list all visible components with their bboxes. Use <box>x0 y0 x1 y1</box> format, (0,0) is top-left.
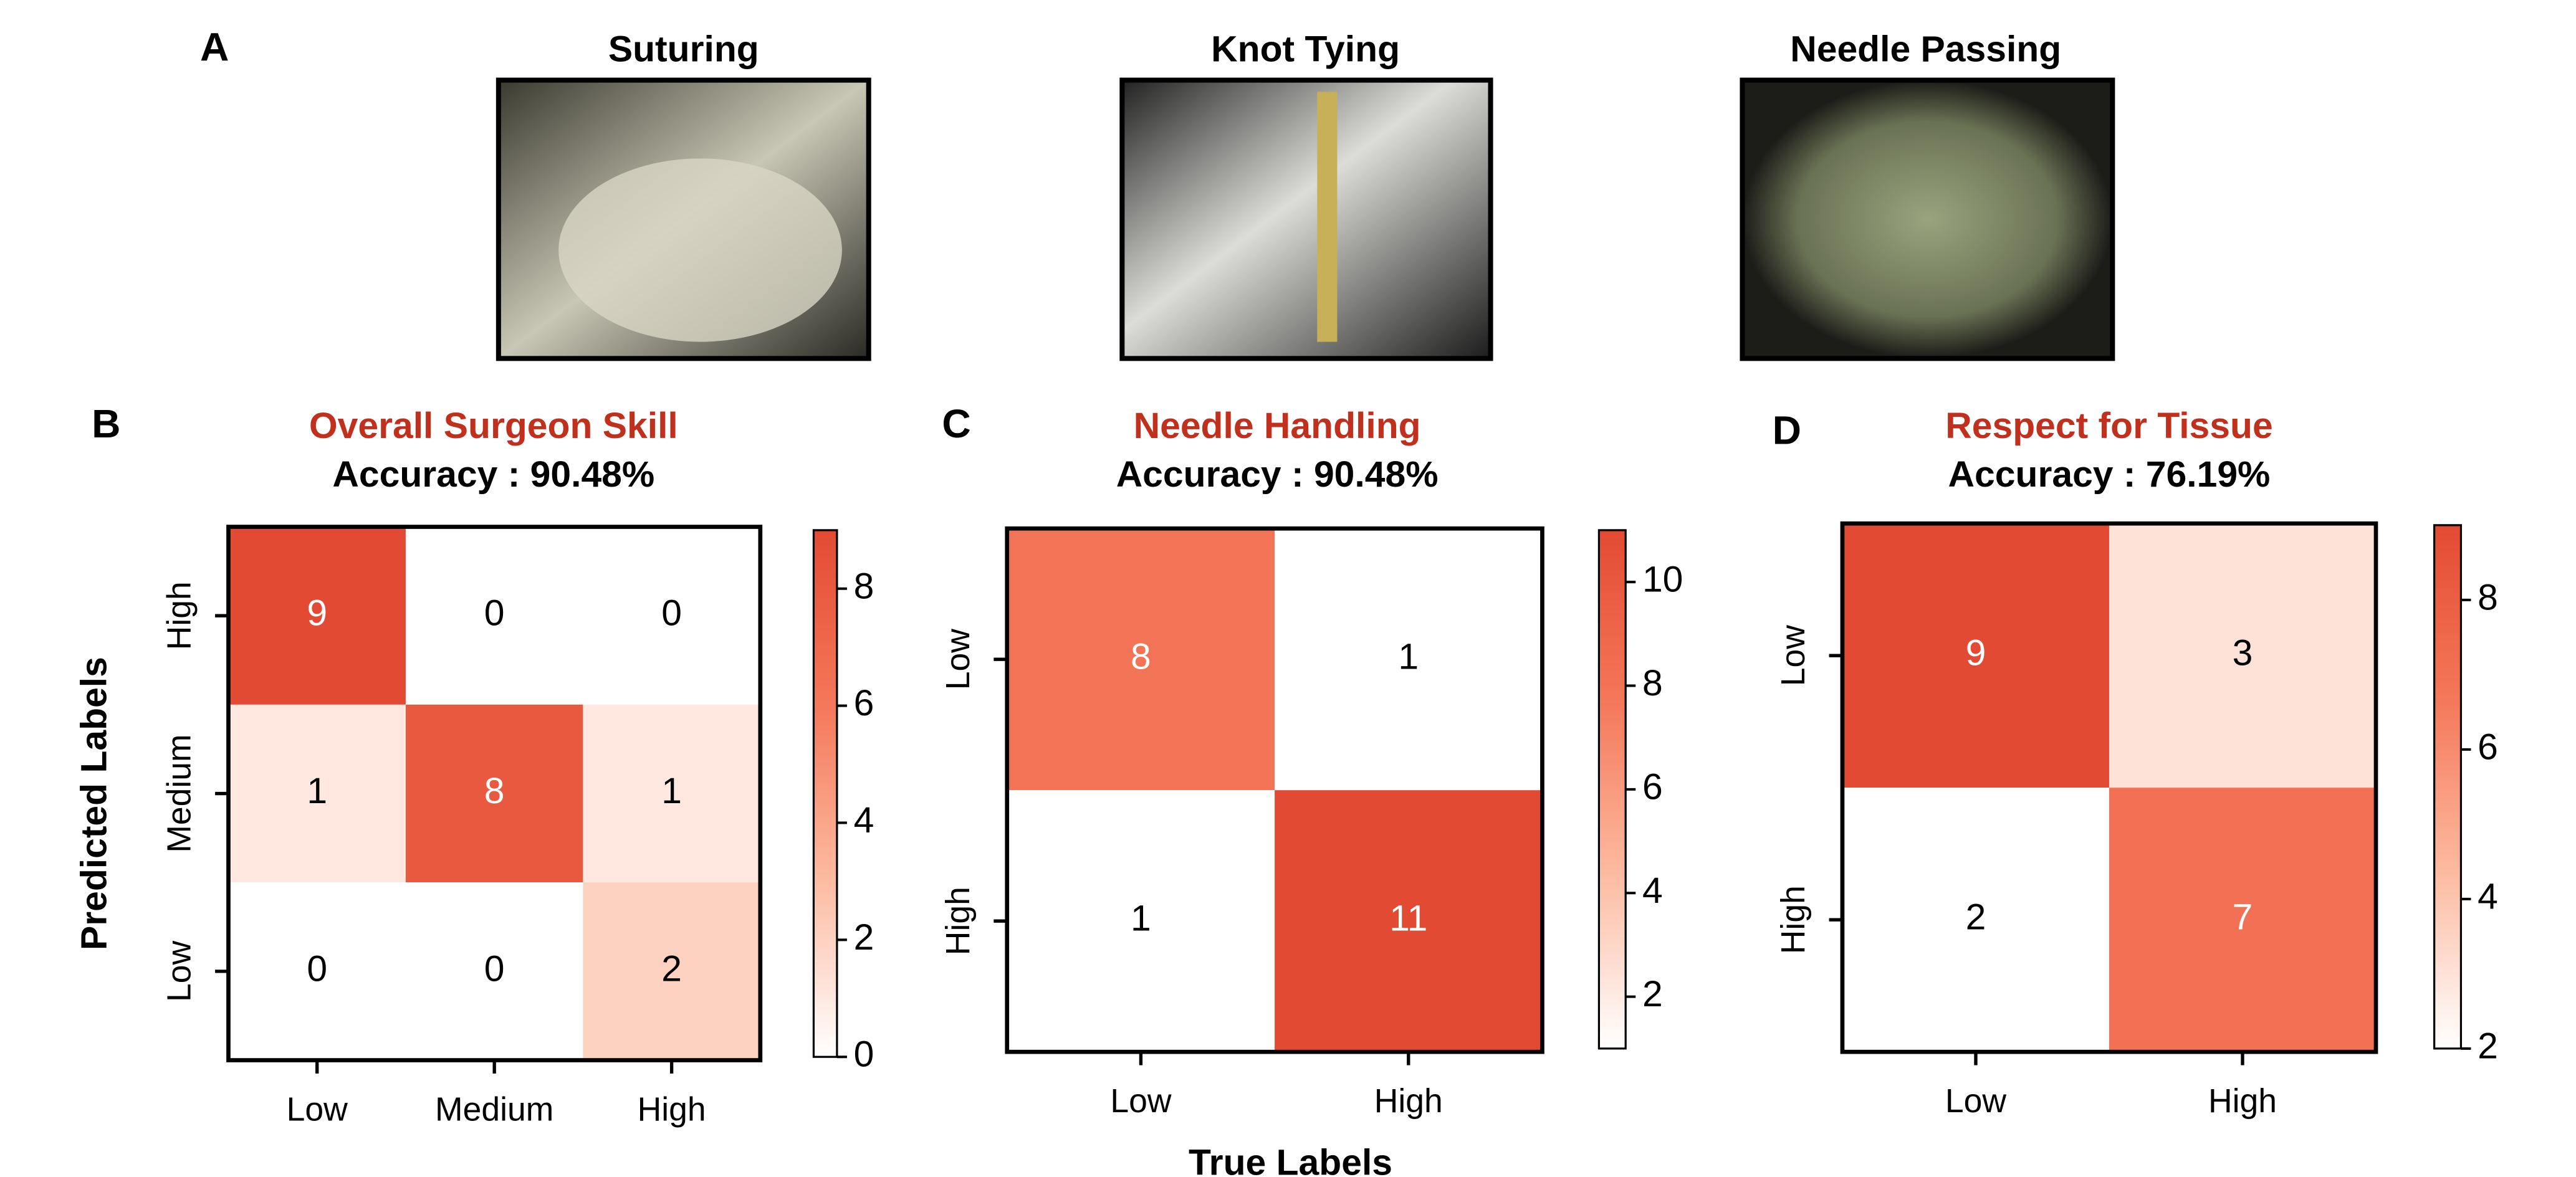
chart-subtitle: Accuracy : 90.48% <box>1116 454 1439 495</box>
y-tick-label: Low <box>1775 625 1812 687</box>
chart-title: Respect for Tissue <box>1945 406 2272 446</box>
x-tick-label: High <box>1374 1083 1443 1120</box>
cell-label: 2 <box>661 948 682 989</box>
chart-title: Overall Surgeon Skill <box>309 406 678 446</box>
colorbar-tick-label: 2 <box>2478 1026 2498 1066</box>
cell-label: 7 <box>2233 897 2253 938</box>
cell-label: 0 <box>484 593 505 634</box>
heatmap-cell <box>1275 528 1543 791</box>
panel-label: A <box>200 24 229 69</box>
cell-label: 0 <box>484 948 505 989</box>
cell-label: 9 <box>1966 633 1986 674</box>
cell-label: 8 <box>1131 637 1151 677</box>
heatmap-cell <box>2109 788 2376 1052</box>
cell-label: 1 <box>307 771 327 811</box>
heatmap-cell <box>1007 790 1275 1052</box>
cell-label: 3 <box>2233 633 2253 674</box>
cell-label: 9 <box>307 593 327 634</box>
colorbar-tick-label: 8 <box>1642 663 1663 703</box>
heatmap-cell <box>1842 523 2109 788</box>
panel-label: B <box>92 401 120 446</box>
y-tick-label: Medium <box>161 734 198 852</box>
cell-label: 1 <box>1131 898 1151 939</box>
colorbar-tick-label: 6 <box>854 683 874 723</box>
x-tick-label: Low <box>1110 1083 1172 1120</box>
colorbar-tick-label: 8 <box>854 566 874 606</box>
colorbar-tick-label: 6 <box>2478 727 2498 767</box>
colorbar-tick-label: 4 <box>2478 876 2498 917</box>
heatmap-cell <box>1275 790 1543 1052</box>
y-axis-title: Predicted Labels <box>74 657 115 950</box>
chart-title: Needle Handling <box>1134 406 1421 446</box>
heatmap-cell <box>228 882 406 1060</box>
heatmap-cell <box>228 527 406 705</box>
colorbar <box>2433 524 2463 1050</box>
heatmap-cell <box>1842 788 2109 1052</box>
panel-label: C <box>942 401 970 446</box>
y-tick-label: High <box>1775 885 1812 954</box>
colorbar <box>812 529 838 1058</box>
y-tick-label: High <box>940 887 977 955</box>
cell-label: 1 <box>661 771 682 811</box>
colorbar-tick-label: 8 <box>2478 577 2498 617</box>
heatmap-cell <box>405 704 583 883</box>
cell-label: 2 <box>1966 897 1986 938</box>
heatmap-cell <box>228 704 406 883</box>
heatmap-cell <box>1007 528 1275 791</box>
chart-subtitle: Accuracy : 76.19% <box>1948 454 2271 495</box>
video-title: Knot Tying <box>1211 29 1400 70</box>
video-frame <box>1317 92 1338 342</box>
video-title: Needle Passing <box>1790 29 2061 70</box>
panel-label: D <box>1773 408 1801 453</box>
x-tick-label: Medium <box>435 1092 553 1128</box>
colorbar <box>1597 529 1627 1050</box>
cell-label: 0 <box>307 948 327 989</box>
colorbar-tick-label: 4 <box>1642 870 1663 911</box>
plot-frame <box>1005 526 1544 1054</box>
x-tick-label: High <box>638 1092 706 1128</box>
cell-label: 0 <box>661 593 682 634</box>
heatmap-cell <box>405 527 583 705</box>
video-title: Suturing <box>608 29 759 70</box>
video-frame <box>1119 77 1493 361</box>
heatmap-cell <box>583 704 760 883</box>
heatmap-cell <box>2109 523 2376 788</box>
cell-label: 11 <box>1389 898 1427 939</box>
colorbar-tick-label: 2 <box>1642 974 1663 1014</box>
video-frame <box>558 158 842 342</box>
plot-frame <box>1840 521 2378 1054</box>
colorbar-tick-label: 0 <box>854 1034 874 1075</box>
y-tick-label: Low <box>940 629 977 690</box>
colorbar-tick-label: 10 <box>1642 560 1683 600</box>
x-axis-title: True Labels <box>1189 1143 1392 1177</box>
x-tick-label: High <box>2208 1083 2277 1120</box>
cell-label: 1 <box>1398 637 1419 677</box>
x-tick-label: Low <box>1945 1083 2007 1120</box>
chart-subtitle: Accuracy : 90.48% <box>332 454 654 495</box>
video-frame <box>1740 77 2115 361</box>
colorbar-tick-label: 4 <box>854 800 874 841</box>
x-tick-label: Low <box>287 1092 348 1128</box>
heatmap-cell <box>405 882 583 1060</box>
y-tick-label: Low <box>161 940 198 1002</box>
heatmap-cell <box>583 527 760 705</box>
heatmap-cell <box>583 882 760 1060</box>
y-tick-label: High <box>161 581 198 650</box>
colorbar-tick-label: 6 <box>1642 766 1663 807</box>
colorbar-tick-label: 2 <box>854 917 874 958</box>
cell-label: 8 <box>484 771 505 811</box>
